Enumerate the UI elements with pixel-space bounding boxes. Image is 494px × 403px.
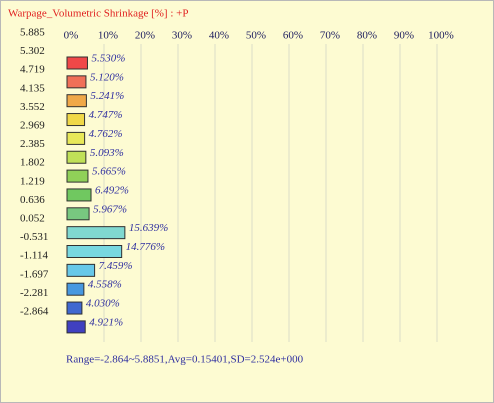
bin-edge-label: 0.052 <box>20 213 45 225</box>
x-tick-label: 40% <box>209 30 229 42</box>
x-tick-label: 30% <box>172 30 192 42</box>
value-label: 5.241% <box>90 90 124 102</box>
bar <box>66 226 126 240</box>
value-label: 15.639% <box>129 222 168 234</box>
value-label: 7.459% <box>99 260 133 272</box>
bar <box>66 150 87 164</box>
bar <box>66 75 87 89</box>
bin-edge-label: -1.114 <box>20 250 49 262</box>
bin-edge-label: 3.552 <box>20 101 45 113</box>
value-label: 4.030% <box>86 298 120 310</box>
x-tick-label: 90% <box>394 30 414 42</box>
value-label: 5.093% <box>90 147 124 159</box>
bar <box>66 207 90 221</box>
value-label: 14.776% <box>126 241 165 253</box>
value-label: 4.747% <box>89 109 123 121</box>
bin-edge-label: 2.969 <box>20 120 45 132</box>
value-label: 5.967% <box>93 203 127 215</box>
bar <box>66 169 89 183</box>
value-label: 5.665% <box>92 166 126 178</box>
bar <box>66 282 85 296</box>
bar <box>66 113 86 127</box>
bin-edge-label: 4.719 <box>20 64 45 76</box>
bin-edge-label: 5.885 <box>20 27 45 39</box>
x-tick-label: 0% <box>64 30 79 42</box>
bar <box>66 94 87 108</box>
bar <box>66 131 86 145</box>
bar <box>66 301 83 315</box>
x-tick-label: 20% <box>135 30 155 42</box>
bin-edge-label: 2.385 <box>20 138 45 150</box>
bar <box>66 188 92 202</box>
bar <box>66 245 123 258</box>
x-tick-label: 60% <box>283 30 303 42</box>
value-label: 4.921% <box>89 316 123 328</box>
bin-edge-label: 5.302 <box>20 45 45 57</box>
x-tick-label: 10% <box>98 30 118 42</box>
x-tick-label: 70% <box>320 30 340 42</box>
value-label: 4.558% <box>88 279 122 291</box>
bar <box>66 263 96 277</box>
bar <box>66 320 86 334</box>
bin-edge-label: 1.802 <box>20 157 45 169</box>
x-tick-label: 100% <box>428 30 454 42</box>
bin-edge-label: 4.135 <box>20 82 45 94</box>
value-label: 5.530% <box>91 53 125 65</box>
value-label: 6.492% <box>95 184 129 196</box>
statistics: Range=-2.864~5.8851,Avg=0.15401,SD=2.524… <box>66 354 304 366</box>
bin-edge-label: -1.697 <box>20 268 49 280</box>
bin-edge-label: -2.281 <box>20 287 48 299</box>
value-label: 5.120% <box>90 71 124 83</box>
value-label: 4.762% <box>89 128 123 140</box>
bin-edge-label: 0.636 <box>20 194 45 206</box>
x-tick-label: 50% <box>246 30 266 42</box>
bin-edge-label: 1.219 <box>20 175 45 187</box>
x-tick-label: 80% <box>357 30 377 42</box>
chart-title: Warpage_Volumetric Shrinkage [%] : +P <box>8 8 188 20</box>
bin-edge-label: -2.864 <box>20 306 49 318</box>
bar <box>66 56 88 70</box>
bin-edge-label: -0.531 <box>20 231 48 243</box>
